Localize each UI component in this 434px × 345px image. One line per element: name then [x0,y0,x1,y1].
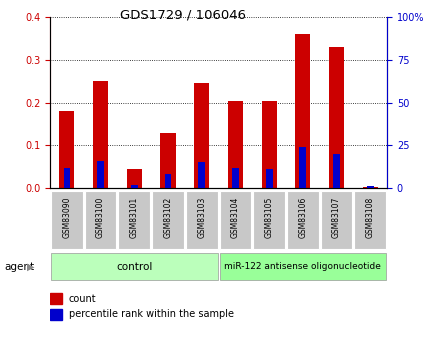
Text: GSM83102: GSM83102 [163,197,172,238]
Text: miR-122 antisense oligonucleotide: miR-122 antisense oligonucleotide [224,262,381,271]
Bar [59,111,74,188]
Text: ▶: ▶ [27,262,35,272]
Bar [194,83,209,188]
Bar [299,147,306,188]
Bar [227,100,243,188]
FancyBboxPatch shape [354,191,385,249]
Bar [131,185,138,188]
Text: GSM83101: GSM83101 [129,197,138,238]
Bar [232,168,238,188]
Text: GSM83103: GSM83103 [197,197,206,238]
Text: control: control [116,262,152,272]
FancyBboxPatch shape [152,191,184,249]
FancyBboxPatch shape [286,191,318,249]
FancyBboxPatch shape [219,191,251,249]
Text: agent: agent [4,262,34,272]
Bar [51,253,217,280]
Text: GSM83090: GSM83090 [62,197,71,238]
Bar [219,253,385,280]
FancyBboxPatch shape [185,191,217,249]
Text: GSM83100: GSM83100 [96,197,105,238]
Bar [63,168,70,188]
FancyBboxPatch shape [85,191,116,249]
FancyBboxPatch shape [320,191,352,249]
Bar [295,34,310,188]
Text: GSM83108: GSM83108 [365,197,374,238]
Bar [328,47,343,188]
Bar [198,162,205,188]
Text: GSM83106: GSM83106 [298,197,307,238]
Text: GSM83104: GSM83104 [230,197,240,238]
Text: GDS1729 / 106046: GDS1729 / 106046 [119,9,245,22]
Bar [50,309,62,320]
Bar [362,187,377,188]
Bar [160,132,175,188]
Bar [126,169,141,188]
Bar [97,161,104,188]
Text: GSM83107: GSM83107 [331,197,340,238]
FancyBboxPatch shape [253,191,284,249]
Bar [93,81,108,188]
FancyBboxPatch shape [51,191,82,249]
Text: percentile rank within the sample: percentile rank within the sample [69,309,233,319]
Bar [332,154,339,188]
Bar [366,186,373,188]
Text: GSM83105: GSM83105 [264,197,273,238]
Text: count: count [69,294,96,304]
Bar [50,293,62,304]
Bar [164,174,171,188]
Bar [261,100,276,188]
Bar [265,169,272,188]
FancyBboxPatch shape [118,191,150,249]
